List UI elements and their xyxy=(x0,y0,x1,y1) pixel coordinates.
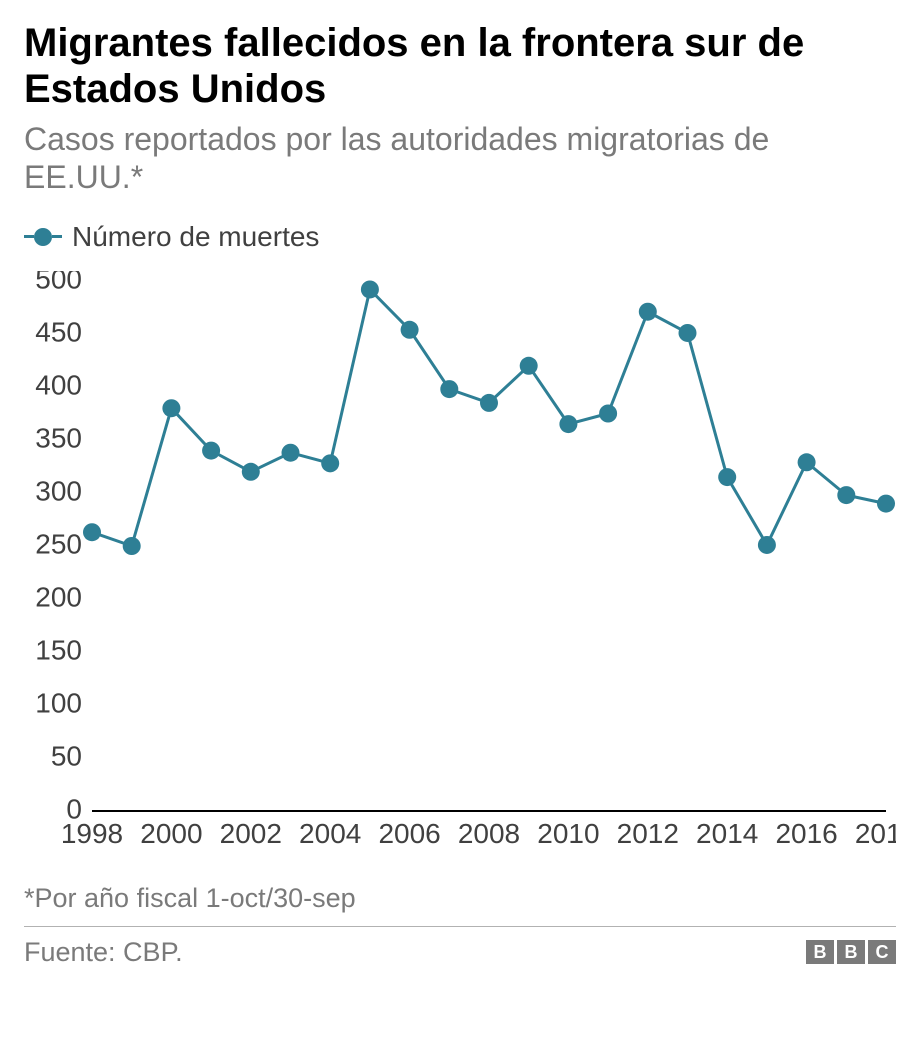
y-tick-label: 100 xyxy=(35,687,82,718)
y-tick-label: 50 xyxy=(51,740,82,771)
x-tick-label: 2016 xyxy=(775,818,837,849)
legend-marker-icon xyxy=(24,228,62,246)
data-point xyxy=(440,380,458,398)
data-point xyxy=(202,441,220,459)
data-point xyxy=(123,537,141,555)
x-tick-label: 2008 xyxy=(458,818,520,849)
chart-source: Fuente: CBP. xyxy=(24,937,183,968)
data-point xyxy=(480,394,498,412)
y-tick-label: 250 xyxy=(35,528,82,559)
y-tick-label: 200 xyxy=(35,581,82,612)
y-tick-label: 350 xyxy=(35,422,82,453)
data-point xyxy=(242,463,260,481)
x-tick-label: 2004 xyxy=(299,818,361,849)
logo-letter: B xyxy=(837,940,865,964)
data-point xyxy=(877,494,895,512)
data-point xyxy=(679,324,697,342)
y-tick-label: 400 xyxy=(35,369,82,400)
chart-footnote: *Por año fiscal 1-oct/30-sep xyxy=(24,883,896,927)
x-tick-label: 2002 xyxy=(220,818,282,849)
data-point xyxy=(282,444,300,462)
legend: Número de muertes xyxy=(24,221,896,253)
data-point xyxy=(361,280,379,298)
x-tick-label: 2012 xyxy=(617,818,679,849)
bbc-logo: B B C xyxy=(806,940,896,964)
chart-title: Migrantes fallecidos en la frontera sur … xyxy=(24,20,896,112)
data-point xyxy=(401,321,419,339)
x-tick-label: 1998 xyxy=(61,818,123,849)
data-point xyxy=(520,357,538,375)
data-point xyxy=(639,303,657,321)
data-line xyxy=(92,289,886,546)
legend-label: Número de muertes xyxy=(72,221,319,253)
data-point xyxy=(718,468,736,486)
logo-letter: C xyxy=(868,940,896,964)
y-tick-label: 500 xyxy=(35,271,82,294)
logo-letter: B xyxy=(806,940,834,964)
x-tick-label: 2014 xyxy=(696,818,758,849)
data-point xyxy=(162,399,180,417)
data-point xyxy=(758,536,776,554)
x-tick-label: 2010 xyxy=(537,818,599,849)
y-tick-label: 150 xyxy=(35,634,82,665)
x-tick-label: 2000 xyxy=(140,818,202,849)
y-tick-label: 450 xyxy=(35,316,82,347)
data-point xyxy=(599,404,617,422)
chart-subtitle: Casos reportados por las autoridades mig… xyxy=(24,120,896,197)
x-tick-label: 2006 xyxy=(378,818,440,849)
x-tick-label: 2018 xyxy=(855,818,896,849)
data-point xyxy=(83,523,101,541)
data-point xyxy=(798,453,816,471)
y-tick-label: 300 xyxy=(35,475,82,506)
chart-svg: 0501001502002503003504004505001998200020… xyxy=(24,271,896,861)
footer-row: Fuente: CBP. B B C xyxy=(24,937,896,968)
data-point xyxy=(559,415,577,433)
data-point xyxy=(837,486,855,504)
data-point xyxy=(321,454,339,472)
line-chart: 0501001502002503003504004505001998200020… xyxy=(24,271,896,861)
